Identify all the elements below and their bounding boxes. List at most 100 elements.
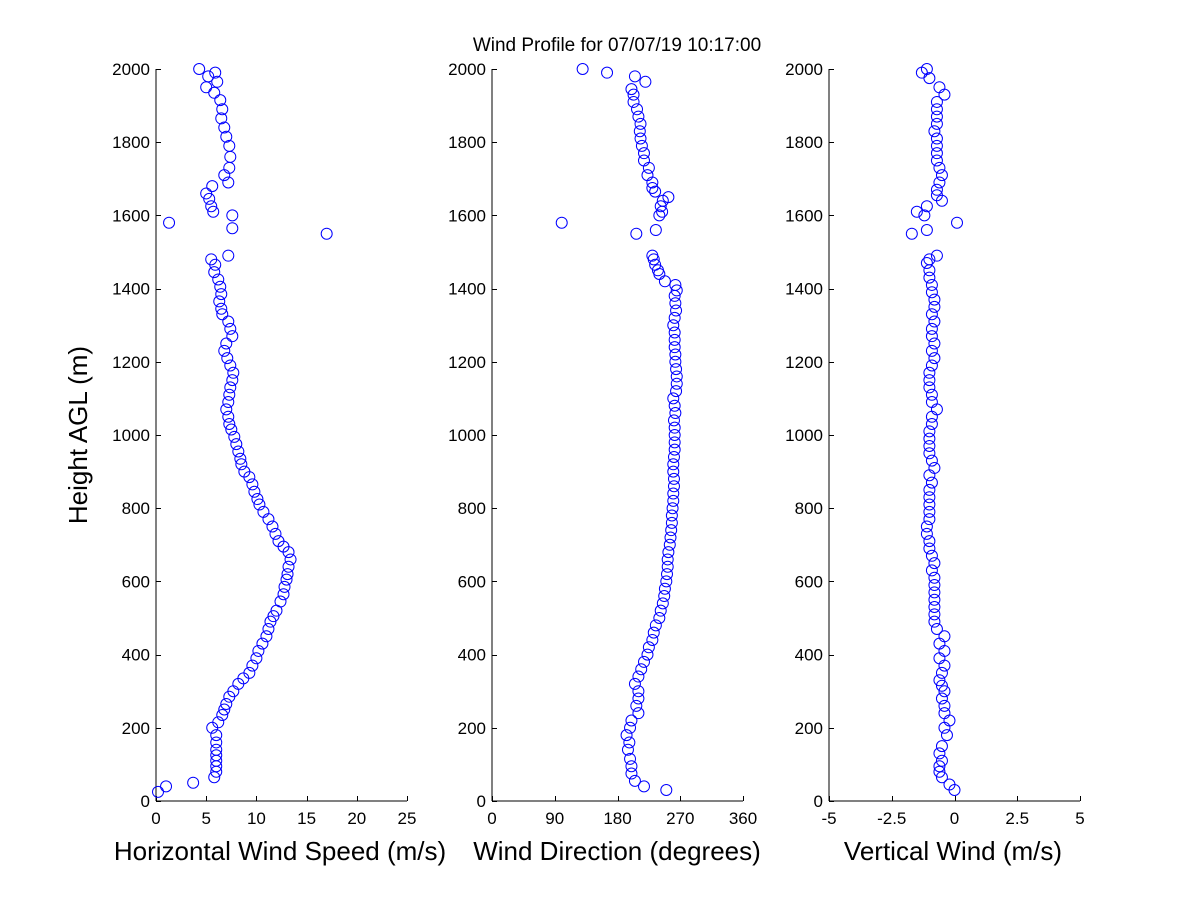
wind-direction-data-point — [658, 590, 671, 603]
vertical-wind-data-point — [920, 63, 933, 75]
wind-direction-data-point — [668, 311, 681, 324]
wind-direction-data-point — [628, 677, 641, 690]
horizontal-wind-speed-data-point — [220, 403, 233, 416]
horizontal-wind-speed-x-tick-label: 15 — [297, 809, 316, 828]
wind-direction-y-tick-label: 1000 — [448, 426, 486, 445]
vertical-wind-data-point — [923, 535, 936, 548]
wind-direction-x-tick-label: 0 — [487, 809, 496, 828]
vertical-wind-data-point — [951, 216, 964, 229]
vertical-wind-data-point — [933, 81, 946, 94]
vertical-wind-y-tick-label: 1600 — [785, 206, 823, 225]
wind-direction-x-tick-label: 90 — [545, 809, 564, 828]
horizontal-wind-speed-data-point — [226, 374, 239, 387]
wind-direction-data-point — [646, 181, 659, 194]
horizontal-wind-speed-data-point — [214, 94, 227, 107]
wind-direction-data-point — [649, 258, 662, 271]
wind-direction-data-point — [668, 333, 681, 346]
vertical-wind-data-point — [928, 337, 941, 350]
horizontal-wind-speed-data-point — [213, 295, 226, 308]
wind-direction-data-point — [630, 699, 643, 712]
vertical-wind-data-point — [938, 630, 951, 643]
horizontal-wind-speed-data-point — [226, 222, 239, 235]
horizontal-wind-speed-data-point — [210, 743, 223, 756]
vertical-wind-y-tick-label: 0 — [814, 792, 823, 811]
wind-direction-data-point — [665, 516, 678, 529]
x-axis-label-horizontal-wind-speed: Horizontal Wind Speed (m/s) — [114, 836, 446, 866]
vertical-wind-data-point — [925, 344, 938, 357]
horizontal-wind-speed-data-point — [277, 588, 290, 601]
horizontal-wind-speed-data-point — [282, 560, 295, 573]
wind-direction-panel: 0 200 400 600 800 1000 1200 1400 1600 1800 2000 0 90… — [448, 60, 757, 828]
horizontal-wind-speed-data-point — [210, 736, 223, 749]
horizontal-wind-speed-y-tick-label: 1200 — [112, 353, 150, 372]
wind-direction-data-point — [664, 531, 677, 544]
vertical-wind-data-point — [930, 139, 943, 152]
wind-direction-data-point — [669, 407, 682, 420]
horizontal-wind-speed-data-point — [160, 780, 173, 793]
vertical-wind-data-point — [923, 483, 936, 496]
vertical-wind-data-point — [933, 765, 946, 778]
vertical-wind-data-point — [933, 161, 946, 174]
horizontal-wind-speed-y-tick-label: 1600 — [112, 206, 150, 225]
x-axis-label-vertical-wind: Vertical Wind (m/s) — [844, 836, 1062, 866]
wind-direction-data-point — [654, 604, 667, 617]
vertical-wind-data-point — [935, 740, 948, 753]
wind-direction-data-point — [661, 560, 674, 573]
horizontal-wind-speed-data-point — [216, 708, 229, 721]
horizontal-wind-speed-data-point — [225, 423, 238, 436]
horizontal-wind-speed-data-point — [208, 266, 221, 279]
vertical-wind-data-point — [928, 125, 941, 138]
wind-direction-data-point — [633, 125, 646, 138]
wind-direction-data-point — [668, 326, 681, 339]
vertical-wind-data-point — [923, 366, 936, 379]
wind-direction-data-point — [631, 103, 644, 116]
wind-direction-data-point — [669, 355, 682, 368]
wind-direction-data-point — [641, 169, 654, 182]
horizontal-wind-speed-data-point — [210, 749, 223, 762]
horizontal-wind-speed-data-point — [248, 485, 261, 498]
wind-direction-data-point — [670, 284, 683, 297]
horizontal-wind-speed-data-point — [222, 176, 235, 189]
wind-direction-data-point — [667, 487, 680, 500]
wind-direction-data-point — [656, 597, 669, 610]
wind-direction-data-point — [661, 553, 674, 566]
wind-direction-y-tick-label: 0 — [477, 792, 486, 811]
horizontal-wind-speed-data-point — [200, 187, 213, 200]
horizontal-wind-speed-data-point — [208, 86, 221, 99]
wind-direction-x-tick-label: 360 — [729, 809, 757, 828]
horizontal-wind-speed-data-point — [320, 227, 333, 240]
horizontal-wind-speed-data-point — [220, 337, 233, 350]
vertical-wind-y-tick-label: 1200 — [785, 353, 823, 372]
horizontal-wind-speed-data-point — [253, 498, 266, 511]
horizontal-wind-speed-data-point — [281, 568, 294, 581]
wind-direction-data-point — [669, 348, 682, 361]
wind-direction-data-point — [668, 341, 681, 354]
wind-direction-data-point — [669, 297, 682, 310]
horizontal-wind-speed-data-point — [251, 493, 264, 506]
horizontal-wind-speed-data-point — [235, 458, 248, 471]
wind-direction-data-point — [668, 443, 681, 456]
vertical-wind-data-point — [923, 381, 936, 394]
horizontal-wind-speed-data-point — [218, 703, 231, 716]
vertical-wind-data-point — [923, 425, 936, 438]
horizontal-wind-speed-data-point — [228, 430, 241, 443]
horizontal-wind-speed-y-tick-label: 600 — [122, 572, 150, 591]
wind-direction-data-point — [634, 117, 647, 130]
wind-direction-y-tick-label: 1600 — [448, 206, 486, 225]
vertical-wind-data-point — [923, 432, 936, 445]
horizontal-wind-speed-data-point — [222, 396, 235, 409]
wind-direction-data-point — [649, 185, 662, 198]
wind-direction-data-point — [670, 304, 683, 317]
vertical-wind-data-point — [933, 747, 946, 760]
chart-title: Wind Profile for 07/07/19 10:17:00 — [473, 35, 761, 56]
vertical-wind-data-point — [910, 205, 923, 218]
horizontal-wind-speed-x-tick-label: 20 — [347, 809, 366, 828]
wind-direction-data-point — [668, 436, 681, 449]
horizontal-wind-speed-y-tick-label: 200 — [122, 719, 150, 738]
horizontal-wind-speed-data-point — [256, 637, 269, 650]
wind-direction-data-point — [670, 370, 683, 383]
horizontal-wind-speed-data-point — [215, 302, 228, 315]
horizontal-wind-speed-data-point — [193, 63, 206, 75]
horizontal-wind-speed-data-point — [257, 505, 270, 518]
